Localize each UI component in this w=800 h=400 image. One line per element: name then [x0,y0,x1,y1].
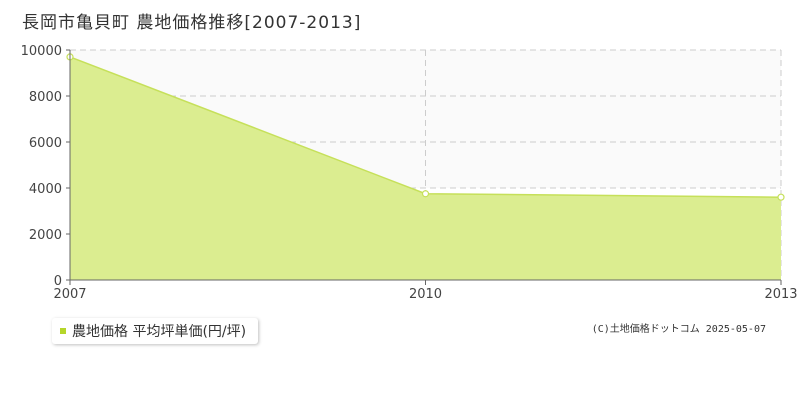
legend: 農地価格 平均坪単価(円/坪) [52,318,259,344]
y-tick-label: 2000 [29,228,62,243]
y-tick-label: 8000 [29,90,62,105]
y-tick-label: 10000 [21,44,62,59]
y-tick-label: 4000 [29,182,62,197]
y-tick-label: 6000 [29,136,62,151]
x-tick-label: 2013 [764,287,797,302]
y-tick-label: 0 [54,274,62,289]
x-tick-label: 2007 [53,287,86,302]
data-point [421,190,430,198]
copyright-text: (C)土地価格ドットコム 2025-05-07 [591,324,766,335]
x-tick-label: 2010 [409,287,442,302]
series-area [70,56,781,281]
legend-swatch [60,328,66,334]
chart-title: 長岡市亀貝町 農地価格推移[2007-2013] [22,13,362,33]
data-point [777,193,785,201]
legend-label: 農地価格 平均坪単価(円/坪) [72,324,247,340]
